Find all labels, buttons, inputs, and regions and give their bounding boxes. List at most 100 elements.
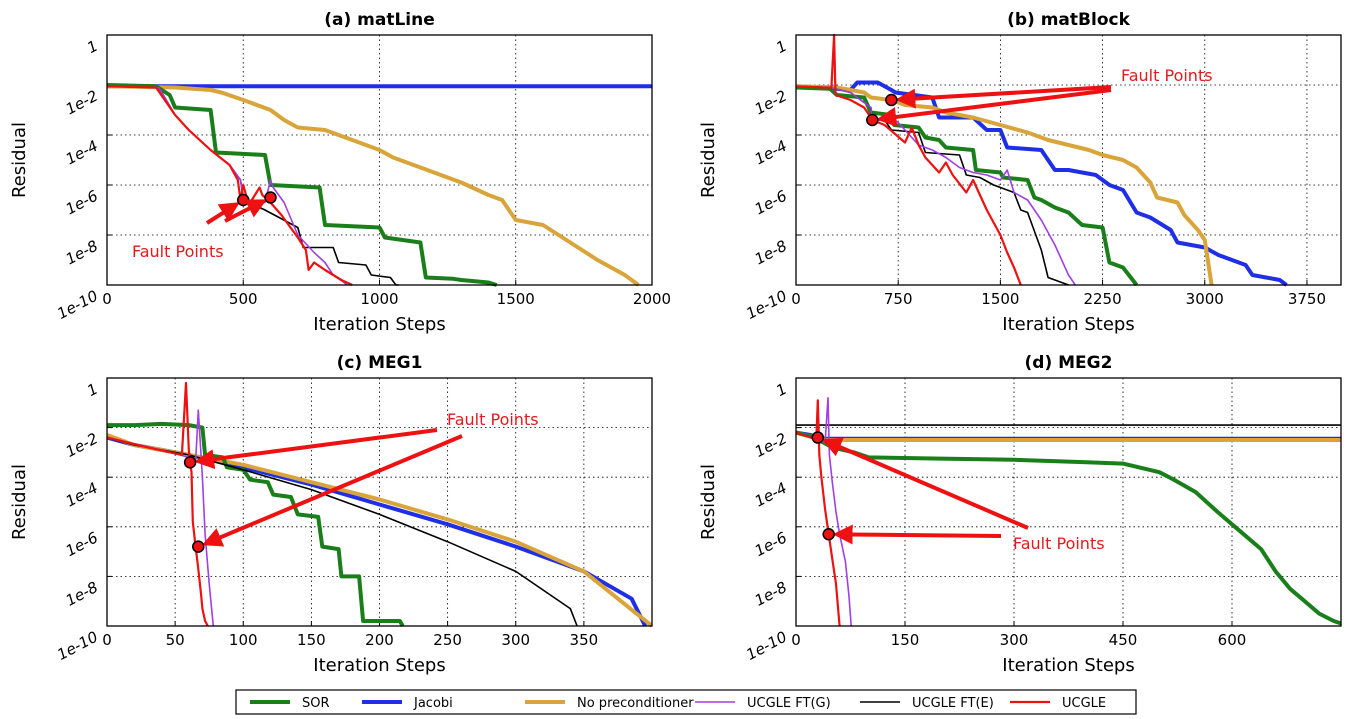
legend: SOR Jacobi No preconditioner UCGLE FT(G) UCG…	[235, 689, 1137, 715]
chart-panel-1: 0 750 1500 2250 3000 3750 1e-10 1e-8 1e-6 1e-4 1e-…	[698, 10, 1342, 335]
series-group	[796, 33, 1288, 287]
fault-arrow	[895, 85, 1112, 109]
fault-points-label: Fault Points	[1121, 66, 1213, 85]
y-tick-label: 1e-4	[63, 479, 101, 511]
fault-annotation: Fault Points	[866, 66, 1213, 127]
y-tick-label: 1e-2	[752, 87, 790, 119]
fault-arrow	[876, 88, 1112, 127]
series-line-no-preconditioner	[796, 430, 1341, 442]
x-tick-label: 600	[1218, 631, 1247, 649]
series-line-no-preconditioner	[107, 84, 640, 287]
y-tick-label: 1e-4	[63, 137, 101, 169]
plot-frame	[106, 377, 653, 627]
fault-point-marker	[811, 431, 825, 444]
x-tick-label: 750	[884, 290, 913, 308]
fault-point-marker	[183, 456, 197, 469]
y-axis-label: Residual	[698, 122, 719, 198]
x-tick-label: 0	[102, 631, 112, 649]
y-tick-label: 1e-8	[63, 578, 101, 610]
fault-point-marker	[192, 540, 205, 553]
y-tick-label: 1e-6	[752, 528, 790, 560]
y-axis-label: Residual	[9, 122, 30, 198]
series-line-jacobi	[796, 80, 1288, 287]
y-tick-label: 1	[84, 380, 101, 400]
x-tick-label: 0	[102, 290, 112, 308]
fault-annotation: Fault Points	[811, 431, 1105, 553]
chart-title: (d) MEG2	[1025, 353, 1113, 373]
y-tick-label: 1e-4	[752, 137, 790, 169]
fault-arrow	[201, 434, 463, 547]
legend-item-ucgle: UCGLE	[1010, 696, 1106, 711]
panels: 0 500 1000 1500 20001e-101e-81e-61e-41e-21(a…	[9, 10, 1342, 676]
x-axis-label: Iteration Steps	[1002, 655, 1134, 676]
x-tick-label: 3750	[1288, 290, 1326, 308]
y-tick-label: 1e-10	[743, 628, 790, 664]
fault-point-marker	[264, 191, 277, 204]
fault-annotation: Fault Points	[132, 191, 277, 261]
y-tick-label: 1e-10	[54, 628, 101, 664]
y-tick-label: 1e-10	[743, 287, 790, 323]
x-tick-label: 450	[1109, 631, 1138, 649]
legend-label: SOR	[302, 696, 330, 711]
legend-item-jacobi: Jacobi	[362, 696, 453, 711]
series-line-ucgle-ft-e-	[107, 436, 578, 627]
fault-arrow	[832, 524, 1002, 545]
x-tick-label: 300	[1000, 631, 1029, 649]
x-tick-label: 1500	[497, 290, 535, 308]
series-line-no-preconditioner	[796, 84, 1214, 286]
y-tick-label: 1e-10	[54, 287, 101, 323]
fault-point-marker	[822, 527, 835, 541]
x-tick-label: 500	[229, 290, 258, 308]
x-tick-label: 0	[791, 290, 801, 308]
series-line-ucgle-ft-g-	[796, 85, 1076, 286]
chart-panel-2: 0 50 100 150 200 250 300 350 1e-10 1e-8 1e-6 1e-4 1e…	[9, 353, 653, 676]
fault-points-label: Fault Points	[447, 410, 539, 429]
legend-label: UCGLE FT(G)	[747, 696, 831, 711]
x-tick-label: 2250	[1083, 290, 1121, 308]
x-axis-label: Iteration Steps	[313, 655, 445, 676]
fault-annotation: Fault Points	[183, 410, 539, 553]
x-tick-label: 1000	[360, 290, 398, 308]
y-tick-label: 1e-6	[63, 187, 101, 219]
y-tick-label: 1e-2	[63, 87, 101, 119]
fault-arrow	[224, 199, 267, 223]
fault-points-label: Fault Points	[1013, 534, 1105, 553]
series-line-ucgle	[107, 381, 209, 627]
x-tick-label: 200	[365, 631, 394, 649]
x-tick-label: 2000	[633, 290, 671, 308]
x-tick-label: 350	[570, 631, 599, 649]
chart-panel-0: 0 500 1000 1500 2000 1e-10 1e-8 1e-6 1e-4 1e-2 1 (a…	[9, 10, 671, 335]
y-tick-label: 1e-2	[752, 429, 790, 461]
y-tick-label: 1e-2	[63, 429, 101, 461]
x-axis-label: Iteration Steps	[313, 314, 445, 335]
y-tick-label: 1	[84, 37, 101, 57]
chart-title: (c) MEG1	[337, 353, 423, 373]
fault-arrow	[205, 202, 240, 225]
legend-item-ucgle-ft-e-: UCGLE FT(E)	[860, 696, 994, 711]
x-tick-label: 150	[891, 631, 920, 649]
x-tick-label: 1500	[981, 290, 1019, 308]
legend-item-ucgle-ft-g-: UCGLE FT(G)	[695, 696, 831, 711]
y-axis-label: Residual	[9, 464, 30, 540]
legend-item-sor: SOR	[250, 696, 330, 711]
x-tick-label: 300	[501, 631, 530, 649]
y-tick-label: 1e-8	[752, 237, 790, 269]
x-tick-label: 150	[297, 631, 326, 649]
series-line-ucgle-ft-e-	[796, 85, 1069, 286]
series-group	[796, 396, 1341, 627]
y-tick-label: 1e-8	[752, 578, 790, 610]
chart-panel-3: 0 150 300 450 600 1e-10 1e-8 1e-6 1e-4 1e-2 1 (d) M…	[698, 353, 1342, 676]
x-tick-label: 100	[229, 631, 258, 649]
legend-label: UCGLE	[1062, 696, 1106, 711]
x-tick-label: 0	[791, 631, 801, 649]
x-tick-label: 3000	[1186, 290, 1224, 308]
series-line-sor	[107, 83, 498, 287]
series-line-jacobi	[796, 430, 1341, 441]
y-tick-label: 1	[773, 380, 790, 400]
legend-label: UCGLE FT(E)	[912, 696, 994, 711]
series-line-ucgle	[107, 85, 353, 286]
legend-label: No preconditioner	[577, 696, 694, 711]
series-line-ucgle	[796, 33, 1022, 286]
y-axis-label: Residual	[698, 464, 719, 540]
